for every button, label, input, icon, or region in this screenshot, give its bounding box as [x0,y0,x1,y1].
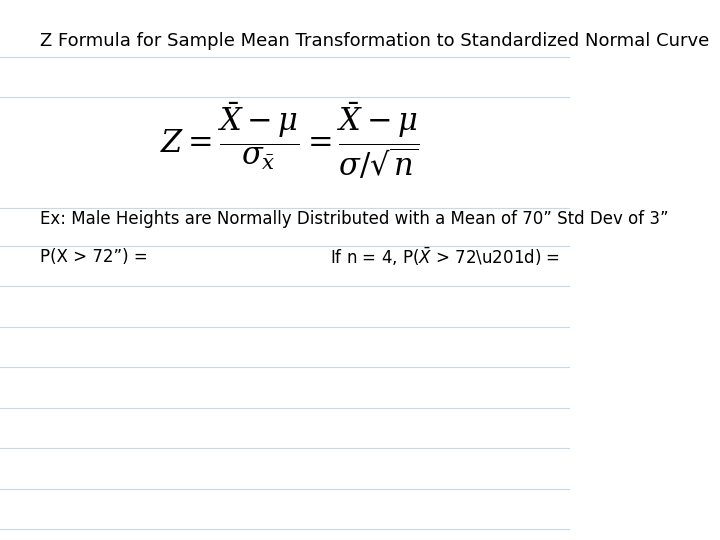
Text: Ex: Male Heights are Normally Distributed with a Mean of 70” Std Dev of 3”: Ex: Male Heights are Normally Distribute… [40,210,668,228]
Text: If n = 4, P($\bar{X}$ > 72\u201d) =: If n = 4, P($\bar{X}$ > 72\u201d) = [330,245,560,268]
Text: $\mathit{Z} = \dfrac{\bar{X} - \mu}{\sigma_{\bar{x}}} = \dfrac{\bar{X} - \mu}{\s: $\mathit{Z} = \dfrac{\bar{X} - \mu}{\sig… [160,100,419,180]
Text: Z Formula for Sample Mean Transformation to Standardized Normal Curve: Z Formula for Sample Mean Transformation… [40,31,709,50]
Text: P(X > 72”) =: P(X > 72”) = [40,247,148,266]
